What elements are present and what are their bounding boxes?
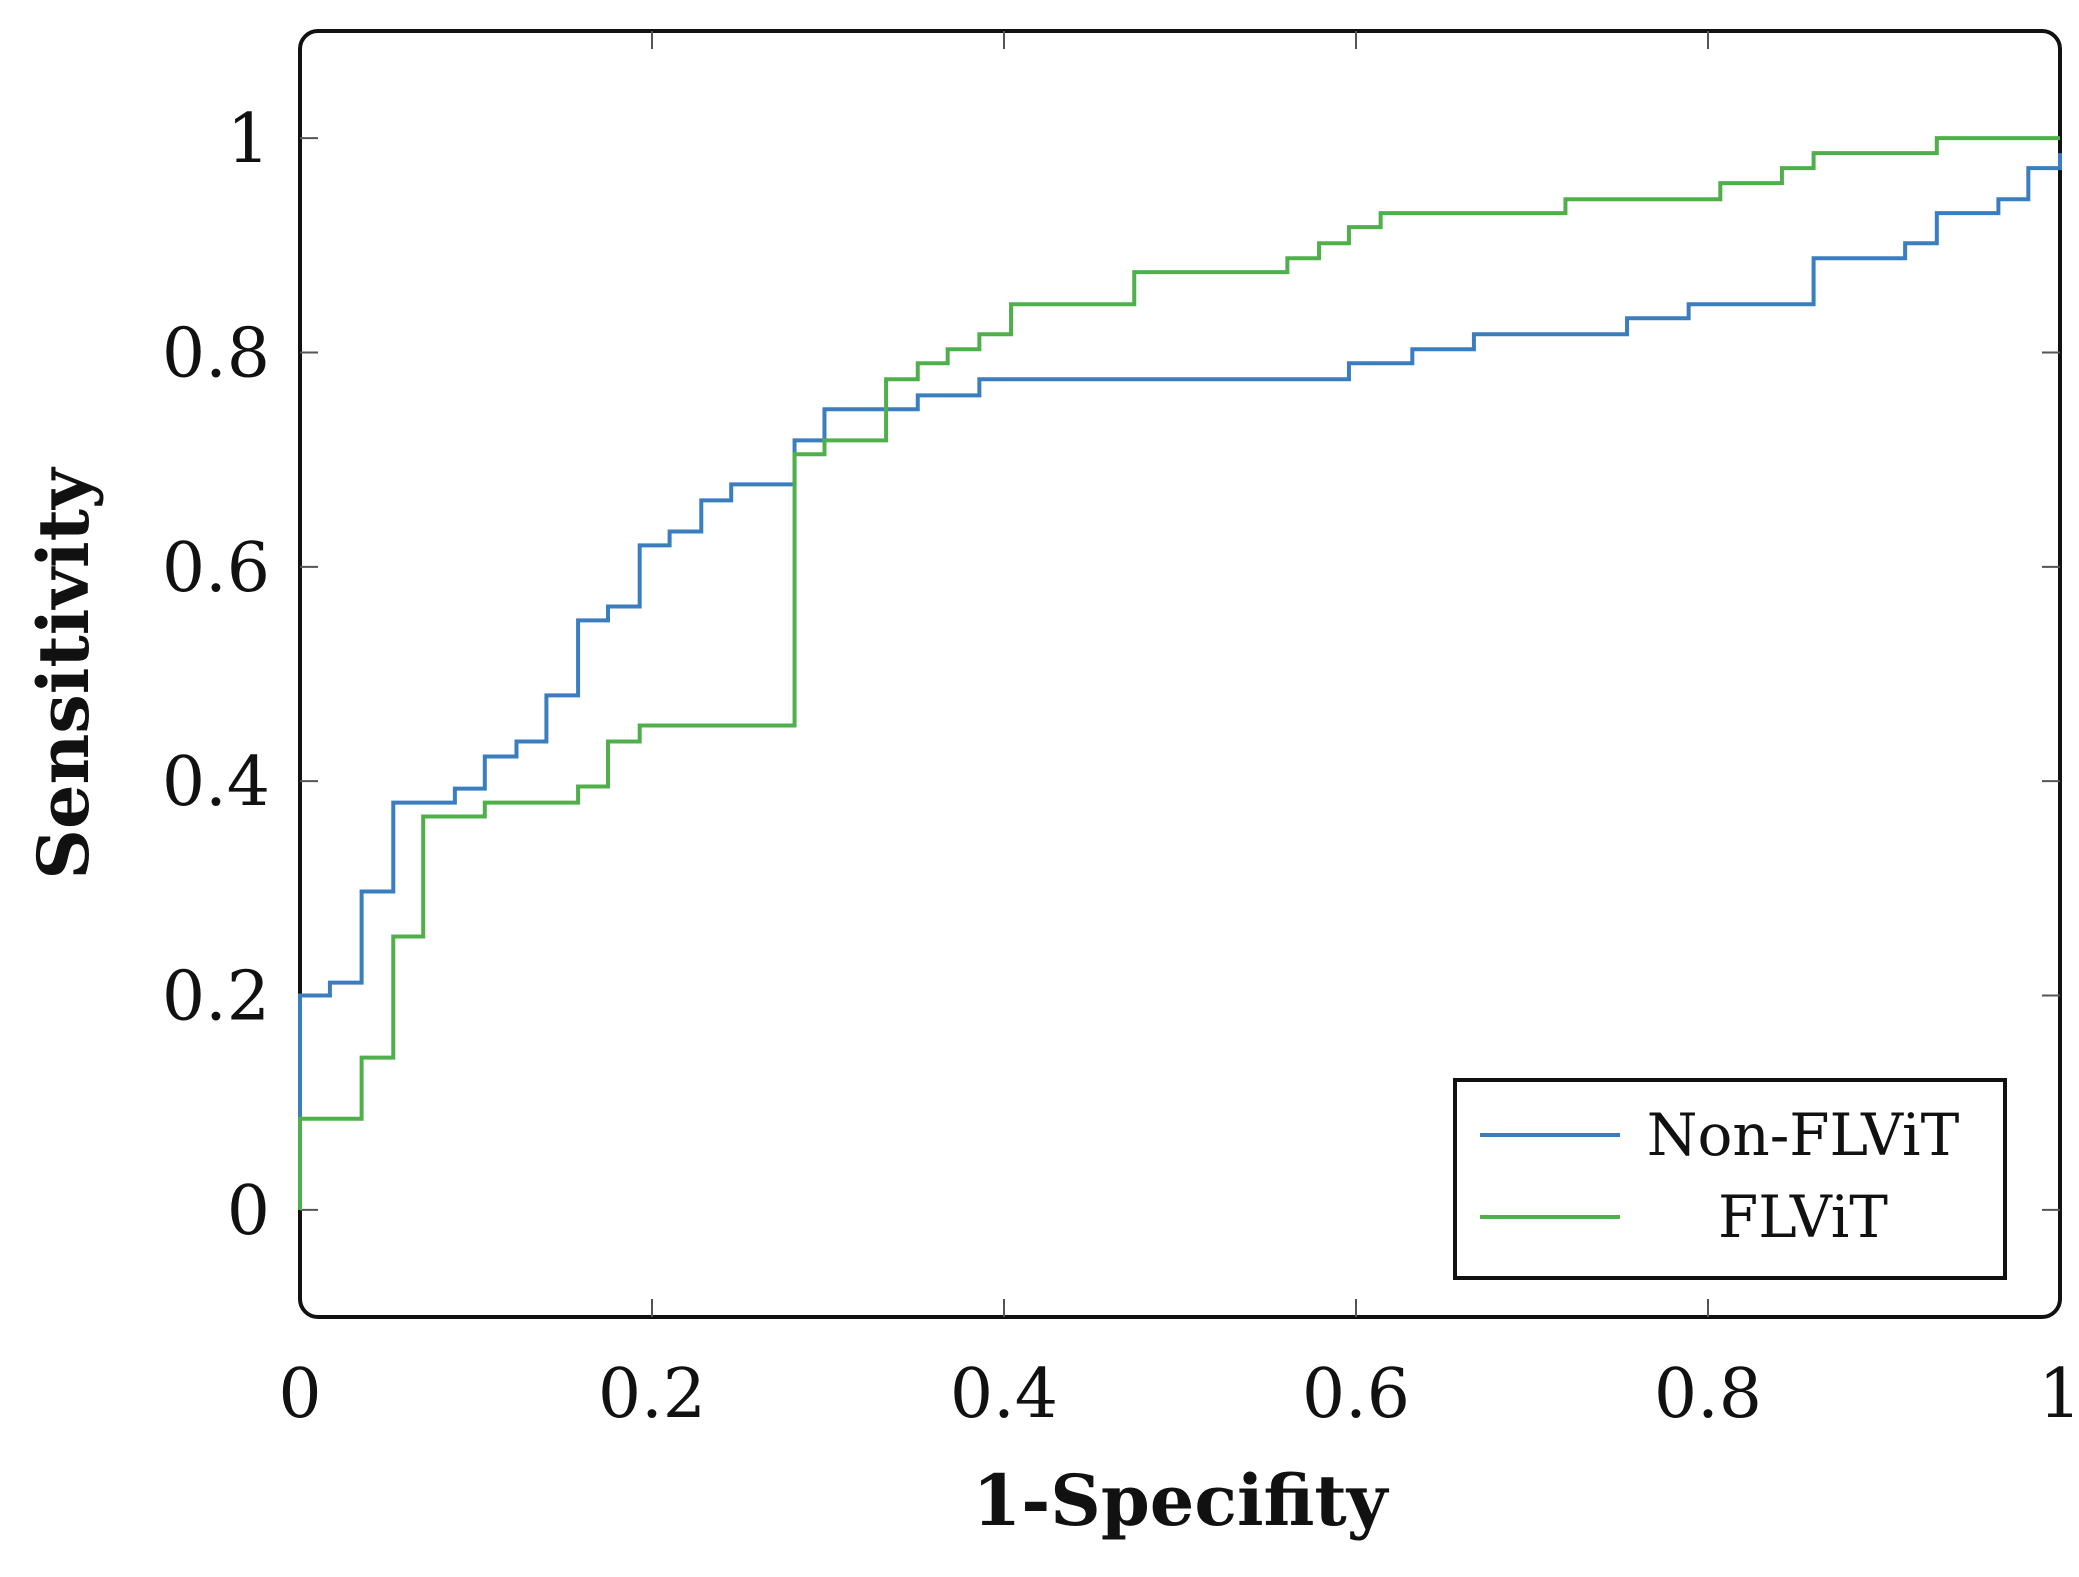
legend-label-non-flvit: Non-FLViT (1647, 1101, 1960, 1169)
x-tick-label: 1 (2038, 1355, 2079, 1434)
y-tick-label: 0 (227, 1172, 270, 1251)
x-tick-label: 0.8 (1654, 1355, 1762, 1434)
legend-box (1453, 1078, 2007, 1280)
x-tick-label: 0.2 (598, 1355, 706, 1434)
y-tick-label: 1 (227, 100, 270, 179)
y-tick-label: 0.8 (162, 315, 270, 394)
labels-layer: 0 0.2 0.4 0.6 0.8 1 0 0.2 0.4 0.6 0.8 1 (162, 100, 2079, 1434)
legend: Non-FLViT FLViT (1453, 1078, 2007, 1280)
ticks-layer (300, 31, 2060, 1317)
y-axis-title: Sensitivity (22, 466, 105, 880)
x-axis-title: 1-Specifity (973, 1459, 1390, 1542)
roc-series-non-flvit (298, 153, 2062, 1210)
y-tick-label: 0.4 (162, 743, 270, 822)
roc-series-flvit (298, 136, 2060, 1210)
y-tick-label: 0.2 (162, 958, 270, 1037)
y-tick-label: 0.6 (162, 529, 270, 608)
legend-label-flvit: FLViT (1718, 1183, 1888, 1251)
x-tick-label: 0.6 (1302, 1355, 1410, 1434)
series-layer (298, 136, 2062, 1210)
plot-frame (298, 29, 2062, 1319)
x-tick-label: 0.4 (950, 1355, 1058, 1434)
x-tick-label: 0 (278, 1355, 321, 1434)
